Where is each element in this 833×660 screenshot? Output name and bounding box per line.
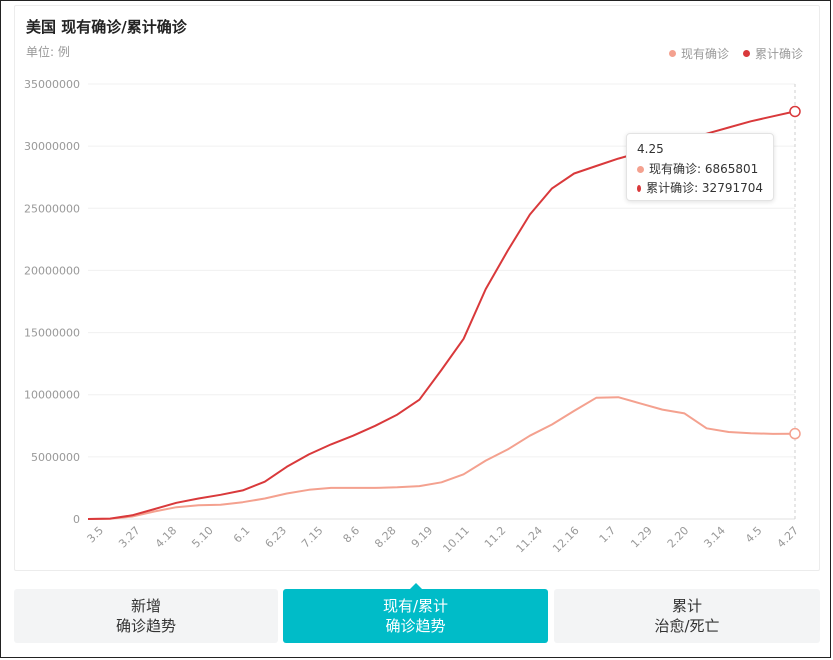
legend-label-cumulative: 累计确诊 xyxy=(754,47,803,61)
tab-current-cumulative[interactable]: 现有/累计 确诊趋势 xyxy=(283,583,548,643)
y-tick-label-2: 10000000 xyxy=(24,389,80,402)
x-tick-label-13: 12.16 xyxy=(550,524,581,555)
y-tick-label-5: 25000000 xyxy=(24,202,80,215)
unit-label: 单位: 例 xyxy=(26,45,70,59)
tab-bar: 新增 确诊趋势 现有/累计 确诊趋势 累计 治愈/死亡 xyxy=(14,583,820,643)
legend-item-current[interactable]: 现有确诊 xyxy=(668,45,729,62)
legend-item-cumulative[interactable]: 累计确诊 xyxy=(742,45,803,62)
x-tick-label-12: 11.24 xyxy=(514,524,545,555)
line-chart: 0 5000000 10000000 15000000 20000000 25000000… xyxy=(24,78,802,555)
series-end-point-1 xyxy=(789,105,801,118)
x-tick-label-19: 4.27 xyxy=(775,524,802,551)
tab-cumulative-cured-dead-line2: 治愈/死亡 xyxy=(654,617,720,635)
tooltip: 4.25 现有确诊: 6865801 累计确诊: 32791704 xyxy=(626,133,774,201)
legend-label-current: 现有确诊 xyxy=(680,47,729,61)
x-tick-label-11: 11.2 xyxy=(482,524,509,551)
series-end-point-0 xyxy=(789,427,801,440)
x-tick-label-16: 2.20 xyxy=(665,524,692,551)
x-tick-label-14: 1.7 xyxy=(597,524,619,546)
tab-current-cumulative-line2: 确诊趋势 xyxy=(385,617,446,635)
y-tick-label-6: 30000000 xyxy=(24,140,80,153)
x-tick-label-1: 3.27 xyxy=(116,524,143,551)
x-tick-label-2: 4.18 xyxy=(153,524,180,551)
tooltip-date: 4.25 xyxy=(637,142,664,156)
legend: 现有确诊 累计确诊 xyxy=(668,45,803,62)
x-tick-label-10: 10.11 xyxy=(440,524,471,555)
chart-title: 美国 现有确诊/累计确诊 xyxy=(26,18,187,36)
x-tick-label-9: 9.19 xyxy=(409,524,436,551)
tab-new-confirmed-line2: 确诊趋势 xyxy=(115,617,176,635)
x-tick-label-5: 6.23 xyxy=(262,524,289,551)
legend-dot-cumulative xyxy=(742,50,750,57)
x-tick-label-8: 8.28 xyxy=(372,524,399,551)
x-tick-label-0: 3.5 xyxy=(85,524,107,546)
tab-cumulative-cured-dead-line1: 累计 xyxy=(671,597,702,615)
legend-dot-current xyxy=(668,50,676,57)
x-tick-label-17: 3.14 xyxy=(701,524,728,551)
tooltip-row-current: 现有确诊: 6865801 xyxy=(637,160,763,179)
tab-new-confirmed[interactable]: 新增 确诊趋势 xyxy=(14,589,278,643)
y-tick-label-1: 5000000 xyxy=(31,451,80,464)
tooltip-row-cumulative: 累计确诊: 32791704 xyxy=(637,179,763,198)
x-tick-label-3: 5.10 xyxy=(189,524,216,551)
x-tick-label-15: 1.29 xyxy=(628,524,655,551)
tab-current-cumulative-line1: 现有/累计 xyxy=(382,597,449,615)
y-tick-label-0: 0 xyxy=(73,513,80,526)
y-tick-label-7: 35000000 xyxy=(24,78,80,91)
x-tick-label-18: 4.5 xyxy=(743,524,765,546)
tooltip-dot-current xyxy=(637,166,644,173)
x-tick-label-4: 6.1 xyxy=(231,524,253,546)
chart-card xyxy=(14,5,820,571)
tab-new-confirmed-line1: 新增 xyxy=(130,597,161,615)
active-tab-arrow xyxy=(409,583,422,589)
y-tick-label-3: 15000000 xyxy=(24,327,80,340)
tooltip-text-current: 现有确诊: 6865801 xyxy=(649,162,759,176)
tab-cumulative-cured-dead[interactable]: 累计 治愈/死亡 xyxy=(554,589,820,643)
tooltip-text-cumulative: 累计确诊: 32791704 xyxy=(646,181,763,195)
y-tick-label-4: 20000000 xyxy=(24,264,80,277)
series-line-0 xyxy=(87,396,796,520)
x-tick-label-6: 7.15 xyxy=(299,524,326,551)
x-tick-label-7: 8.6 xyxy=(341,524,363,546)
tooltip-dot-cumulative xyxy=(637,185,642,192)
